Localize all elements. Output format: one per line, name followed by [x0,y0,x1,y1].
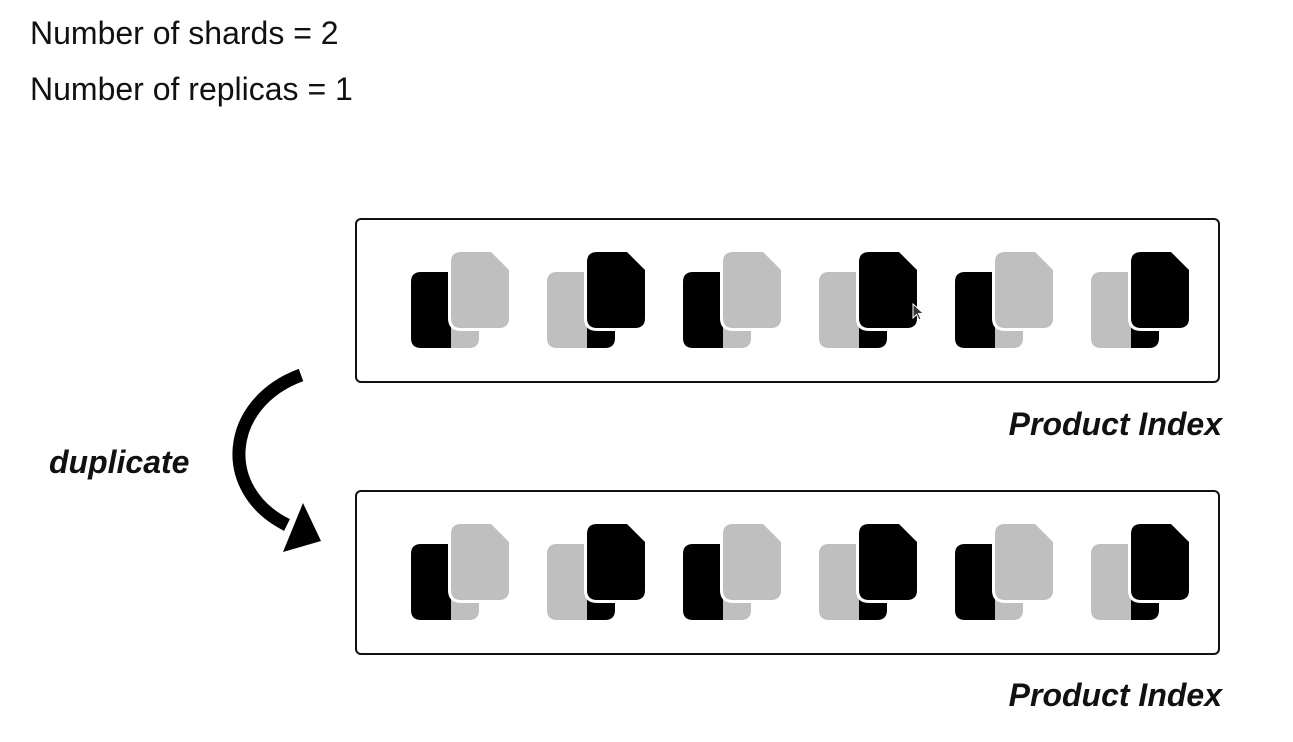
stacked-documents-icon [819,250,920,348]
stacked-documents-icon [1091,522,1192,620]
stacked-documents-icon [547,250,648,348]
stacked-documents-icon [411,250,512,348]
replica-index-box [355,490,1220,655]
stacked-documents-icon [955,250,1056,348]
replicas-count-text: Number of replicas = 1 [30,71,353,107]
stacked-documents-icon [411,522,512,620]
primary-index-box [355,218,1220,383]
curved-arrow-icon [232,368,321,552]
stacked-documents-icon [819,522,920,620]
stacked-documents-icon [683,522,784,620]
replica-index-label: Product Index [1008,677,1222,713]
stacked-documents-icon [683,250,784,348]
stacked-documents-icon [955,522,1056,620]
stacked-documents-icon [547,522,648,620]
shards-count-text: Number of shards = 2 [30,15,339,51]
primary-index-label: Product Index [1008,406,1222,442]
mouse-pointer-icon [912,303,925,321]
duplicate-label: duplicate [49,444,190,480]
stacked-documents-icon [1091,250,1192,348]
